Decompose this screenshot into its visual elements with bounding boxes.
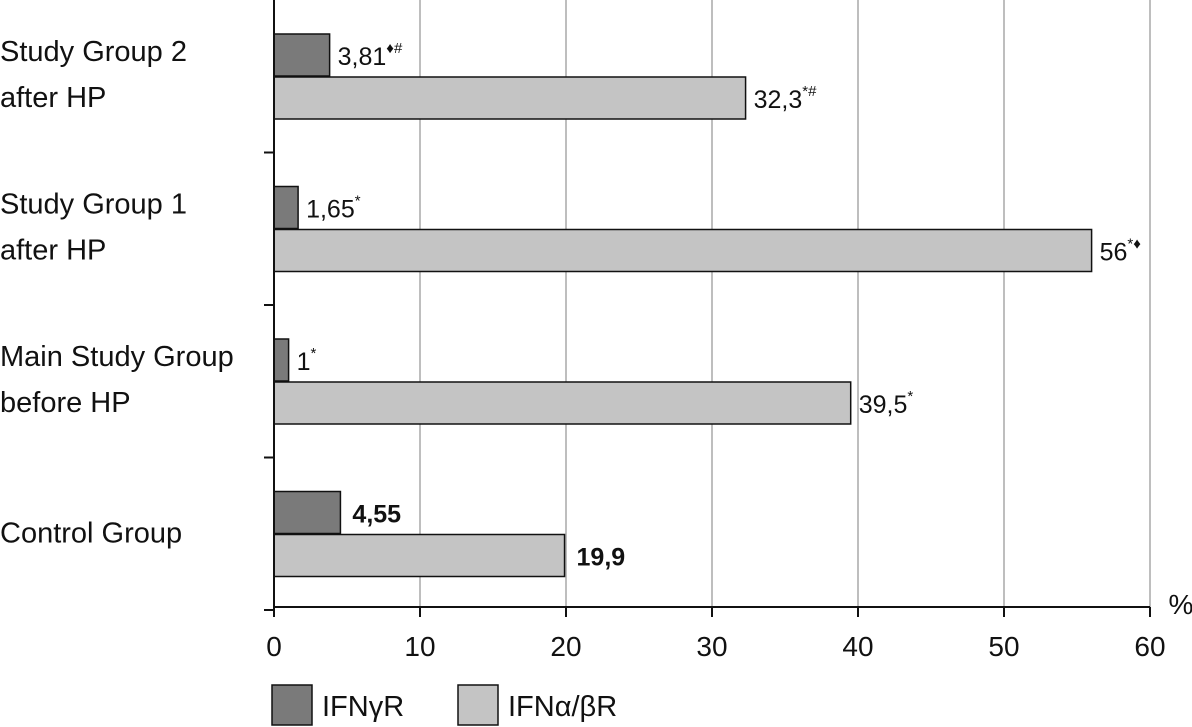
x-unit-label: % <box>1169 589 1192 620</box>
x-tick-label: 10 <box>404 631 435 662</box>
legend-swatch <box>457 684 499 726</box>
bar <box>273 533 566 578</box>
data-label: 56*♦ <box>1100 236 1142 267</box>
category-label: before HP <box>0 387 131 419</box>
x-tick-label: 60 <box>1134 631 1165 662</box>
x-tick-label: 30 <box>696 631 727 662</box>
bar <box>273 338 290 382</box>
category-label: after HP <box>0 82 106 114</box>
category-label: Study Group 1 <box>0 189 187 221</box>
bar <box>273 185 299 230</box>
data-label: 39,5* <box>859 388 914 419</box>
data-label: 19,9 <box>577 544 626 572</box>
category-label: Study Group 2 <box>0 36 187 68</box>
category-label: Control Group <box>0 518 182 550</box>
axes <box>264 0 1151 617</box>
x-tick-label: 40 <box>842 631 873 662</box>
data-label: 3,81♦# <box>338 40 403 71</box>
x-tick-label: 0 <box>266 631 282 662</box>
x-tick-label: 20 <box>550 631 581 662</box>
legend: IFNγR IFNα/βR <box>271 684 617 726</box>
legend-label: IFNα/βR <box>508 691 617 723</box>
bar <box>273 490 342 535</box>
bars <box>273 33 1093 578</box>
data-label: 4,55 <box>352 501 401 529</box>
bar <box>273 381 852 425</box>
data-label: 32,3*# <box>754 83 818 114</box>
bar <box>273 33 331 77</box>
data-label: 1,65* <box>306 193 361 224</box>
legend-swatch <box>271 684 313 726</box>
bar <box>273 228 1093 273</box>
data-label: 1* <box>297 345 317 376</box>
bar <box>273 76 747 120</box>
x-tick-label: 50 <box>988 631 1019 662</box>
legend-label: IFNγR <box>322 691 404 723</box>
category-label: Main Study Group <box>0 341 234 373</box>
category-label: after HP <box>0 235 106 267</box>
labels: 3,81♦# 32,3*# Study Group 2 after HP 1,65* 56… <box>0 36 1192 662</box>
